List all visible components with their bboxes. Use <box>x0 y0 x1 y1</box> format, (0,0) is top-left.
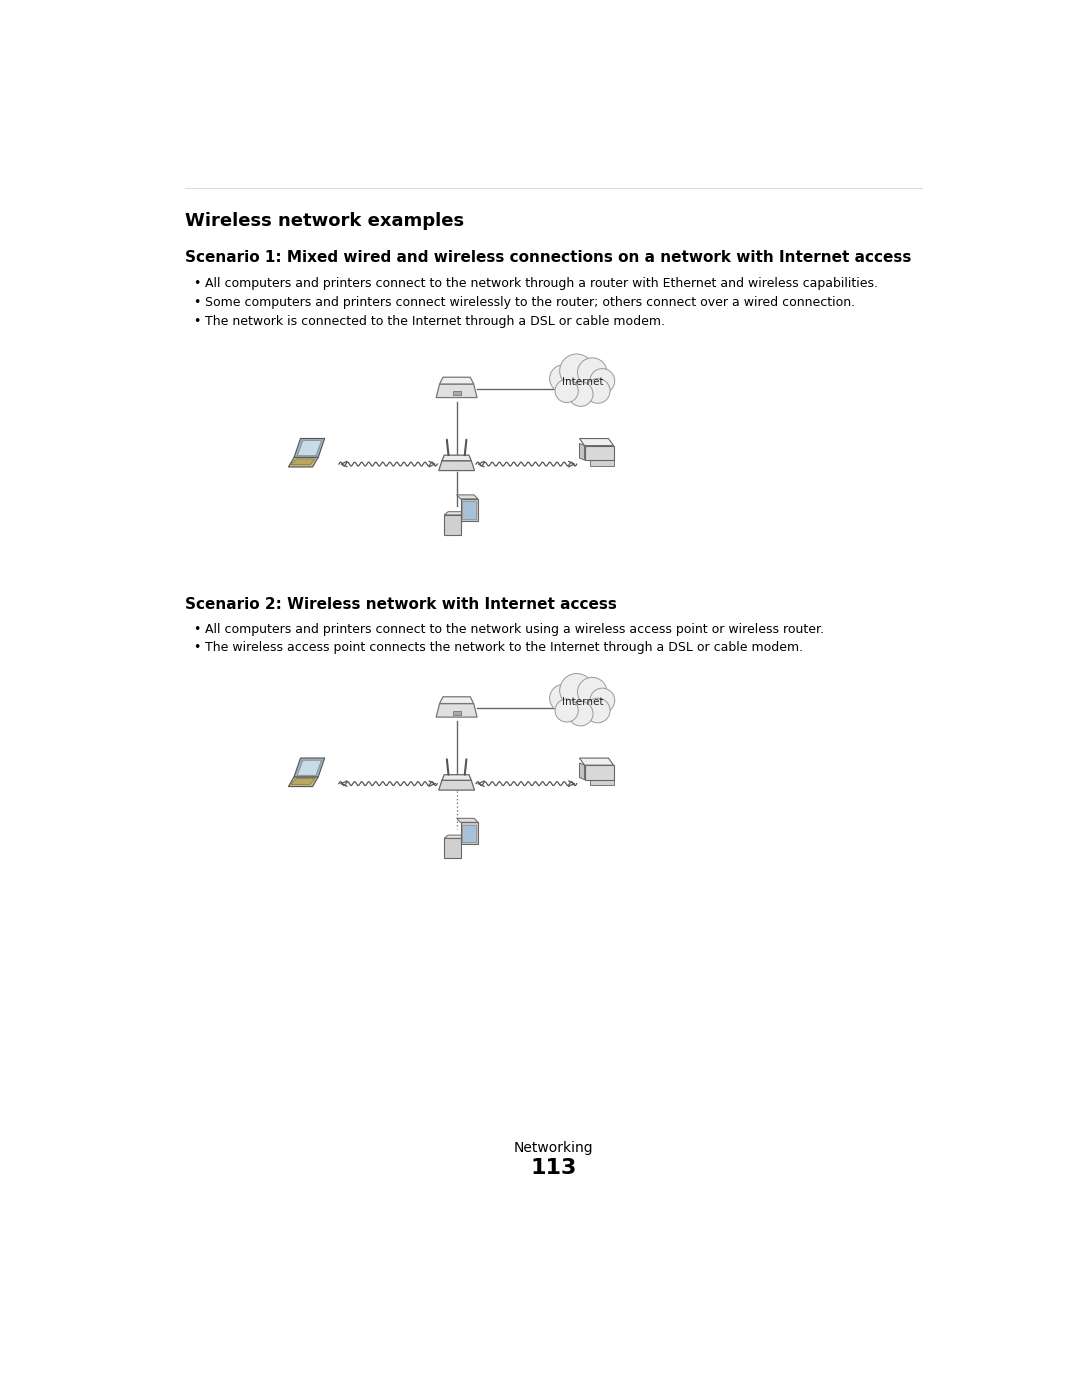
Polygon shape <box>460 823 478 844</box>
Polygon shape <box>288 457 319 467</box>
Text: Networking: Networking <box>514 1141 593 1155</box>
Polygon shape <box>438 781 474 791</box>
Circle shape <box>559 353 594 388</box>
Circle shape <box>578 358 607 387</box>
Polygon shape <box>440 697 474 704</box>
Polygon shape <box>460 499 478 521</box>
Circle shape <box>555 380 578 402</box>
Polygon shape <box>584 446 613 460</box>
Polygon shape <box>436 704 477 717</box>
Polygon shape <box>457 495 478 499</box>
Polygon shape <box>590 460 613 465</box>
Text: Some computers and printers connect wirelessly to the router; others connect ove: Some computers and printers connect wire… <box>205 296 855 309</box>
Text: •: • <box>193 641 201 654</box>
Polygon shape <box>444 515 460 535</box>
Polygon shape <box>294 439 325 457</box>
Polygon shape <box>457 819 478 823</box>
Circle shape <box>568 701 593 726</box>
Polygon shape <box>436 384 477 398</box>
Bar <box>453 391 460 395</box>
Polygon shape <box>462 502 476 518</box>
Polygon shape <box>442 455 471 461</box>
Text: •: • <box>193 277 201 291</box>
Text: All computers and printers connect to the network using a wireless access point : All computers and printers connect to th… <box>205 623 824 637</box>
Polygon shape <box>442 775 471 781</box>
Circle shape <box>585 698 610 722</box>
Circle shape <box>550 685 578 712</box>
Polygon shape <box>580 439 613 446</box>
Polygon shape <box>438 461 474 471</box>
Text: Internet: Internet <box>563 377 604 387</box>
Text: •: • <box>193 296 201 309</box>
Circle shape <box>578 678 607 707</box>
Polygon shape <box>291 778 315 784</box>
Polygon shape <box>444 835 464 838</box>
Polygon shape <box>297 440 322 455</box>
Circle shape <box>590 369 615 393</box>
Polygon shape <box>462 824 476 842</box>
Polygon shape <box>297 760 322 775</box>
Text: Scenario 2: Wireless network with Internet access: Scenario 2: Wireless network with Intern… <box>186 597 618 612</box>
Circle shape <box>550 365 578 393</box>
Bar <box>453 711 460 715</box>
Polygon shape <box>580 759 613 766</box>
Circle shape <box>568 381 593 407</box>
Circle shape <box>559 673 594 707</box>
Polygon shape <box>444 511 464 515</box>
Polygon shape <box>444 838 460 858</box>
Text: Internet: Internet <box>563 697 604 707</box>
Text: The wireless access point connects the network to the Internet through a DSL or : The wireless access point connects the n… <box>205 641 802 654</box>
Circle shape <box>555 698 578 722</box>
Polygon shape <box>294 759 325 777</box>
Polygon shape <box>590 780 613 785</box>
Circle shape <box>590 689 615 712</box>
Circle shape <box>585 379 610 404</box>
Text: •: • <box>193 316 201 328</box>
Polygon shape <box>440 377 474 384</box>
Text: The network is connected to the Internet through a DSL or cable modem.: The network is connected to the Internet… <box>205 316 665 328</box>
Polygon shape <box>580 763 584 780</box>
Text: Wireless network examples: Wireless network examples <box>186 211 464 229</box>
Text: All computers and printers connect to the network through a router with Ethernet: All computers and printers connect to th… <box>205 277 878 291</box>
Text: •: • <box>193 623 201 637</box>
Text: 113: 113 <box>530 1158 577 1178</box>
Text: Scenario 1: Mixed wired and wireless connections on a network with Internet acce: Scenario 1: Mixed wired and wireless con… <box>186 250 912 265</box>
Polygon shape <box>291 460 315 465</box>
Polygon shape <box>584 766 613 780</box>
Polygon shape <box>580 443 584 460</box>
Polygon shape <box>288 777 319 787</box>
